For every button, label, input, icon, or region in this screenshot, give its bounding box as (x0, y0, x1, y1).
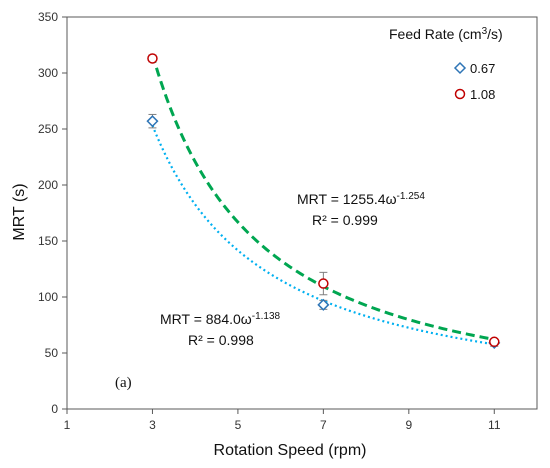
legend-label-0-67: 0.67 (470, 61, 495, 76)
fit-r2-1-08: R² = 0.999 (312, 212, 378, 228)
fit-equation-1-08-main: MRT = 1255.4ω (297, 191, 397, 207)
legend-marker-1-08 (454, 88, 466, 100)
y-tick-label-50: 50 (45, 346, 59, 360)
x-tick-label-7: 7 (320, 418, 327, 432)
legend: 0.67 1.08 (453, 61, 495, 102)
y-tick-label-0: 0 (51, 402, 58, 416)
legend-title-sup: 3 (482, 26, 488, 37)
panel-label: (a) (115, 375, 132, 391)
fit-equation-0-67: MRT = 884.0ω-1.138 R² = 0.998 (160, 311, 281, 349)
point-0-67-x3 (146, 115, 159, 128)
fit-equation-0-67-exponent: -1.138 (252, 311, 281, 322)
legend-label-1-08: 1.08 (470, 87, 495, 102)
y-tick-label-350: 350 (38, 10, 58, 24)
data-points (146, 53, 501, 349)
x-tick-label-9: 9 (405, 418, 412, 432)
legend-title-main: Feed Rate (cm (389, 26, 482, 42)
x-tick-label-3: 3 (149, 418, 156, 432)
axes: 0 50 100 150 200 250 300 350 1 3 5 7 9 11 (38, 10, 538, 432)
fit-equation-1-08: MRT = 1255.4ω-1.254 R² = 0.999 (297, 191, 425, 229)
fit-r2-0-67: R² = 0.998 (188, 332, 254, 348)
y-tick-label-200: 200 (38, 178, 58, 192)
fit-curve-0-67 (151, 124, 495, 346)
x-tick-label-5: 5 (235, 418, 242, 432)
point-0-67-x7 (317, 298, 330, 311)
fit-equation-0-67-text: MRT = 884.0ω-1.138 (160, 311, 281, 328)
plot-area-frame (66, 16, 538, 410)
fit-equation-1-08-text: MRT = 1255.4ω-1.254 (297, 191, 425, 208)
legend-title-end: /s) (487, 26, 503, 42)
point-1-08-x11 (489, 336, 500, 348)
legend-title: Feed Rate (cm3/s) (389, 26, 503, 43)
y-axis-title: MRT (s) (11, 183, 28, 240)
point-1-08-x3 (147, 53, 158, 64)
y-tick-label-150: 150 (38, 234, 58, 248)
fit-equation-0-67-main: MRT = 884.0ω (160, 311, 252, 327)
y-tick-label-100: 100 (38, 290, 58, 304)
y-tick-label-250: 250 (38, 122, 58, 136)
x-tick-label-11: 11 (488, 418, 501, 432)
fit-equation-1-08-exponent: -1.254 (397, 191, 426, 202)
legend-marker-0-67 (453, 61, 467, 75)
x-tick-label-1: 1 (64, 418, 71, 432)
point-1-08-x7 (318, 278, 329, 289)
y-tick-label-300: 300 (38, 66, 58, 80)
x-axis-title: Rotation Speed (rpm) (214, 442, 367, 459)
